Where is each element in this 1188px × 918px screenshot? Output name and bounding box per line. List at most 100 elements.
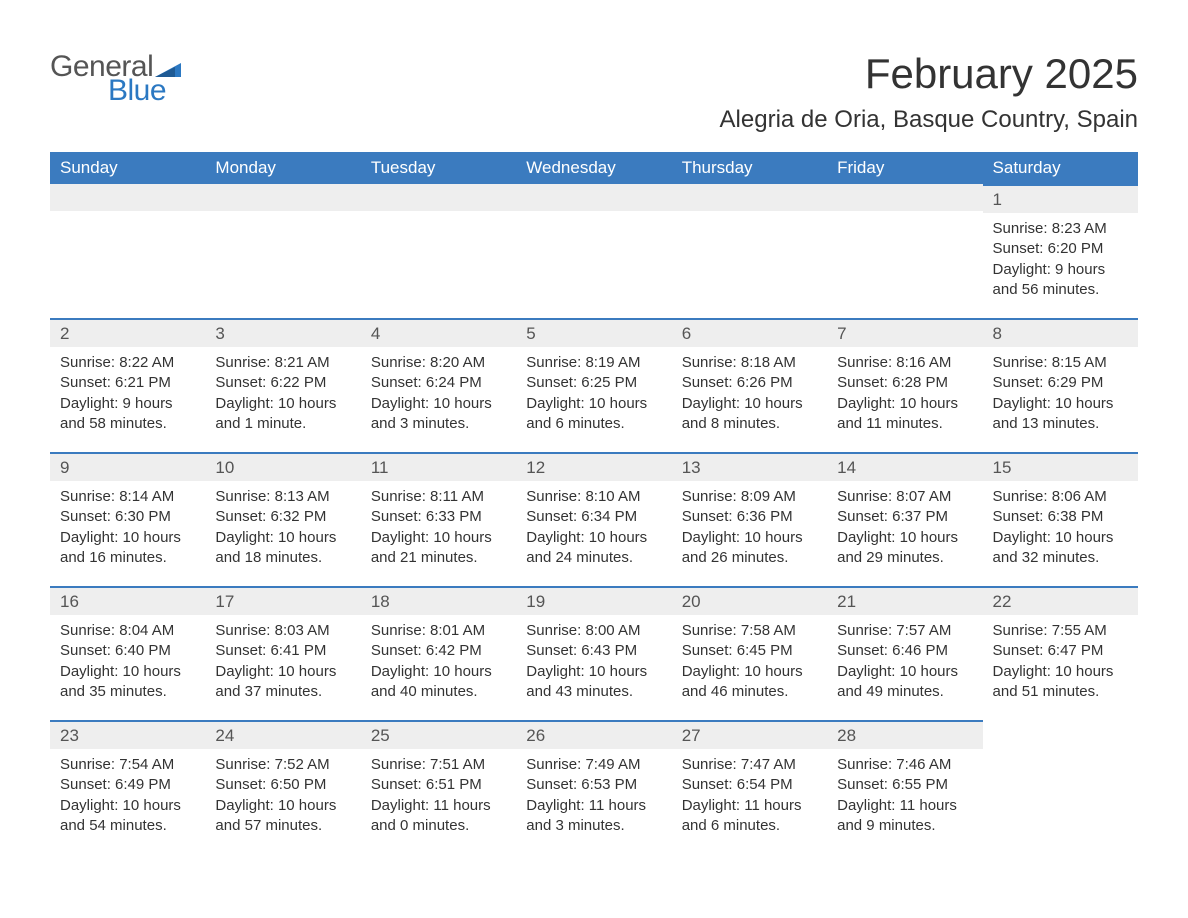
day-cell: 12 Sunrise: 8:10 AMSunset: 6:34 PMDayligh… [516, 452, 671, 586]
day-cell: 1 Sunrise: 8:23 AMSunset: 6:20 PMDaylight… [983, 184, 1138, 318]
day-number: 21 [827, 586, 982, 615]
day-number: 16 [50, 586, 205, 615]
day-number: 14 [827, 452, 982, 481]
day-details: Sunrise: 8:04 AMSunset: 6:40 PMDaylight:… [50, 621, 205, 702]
day-cell: 15 Sunrise: 8:06 AMSunset: 6:38 PMDayligh… [983, 452, 1138, 586]
day-number: 10 [205, 452, 360, 481]
day-number: 24 [205, 720, 360, 749]
day-cell [672, 184, 827, 318]
day-number: 17 [205, 586, 360, 615]
day-number: 3 [205, 318, 360, 347]
empty-day-header [205, 184, 360, 211]
day-number: 6 [672, 318, 827, 347]
day-cell: 9 Sunrise: 8:14 AMSunset: 6:30 PMDaylight… [50, 452, 205, 586]
day-number: 18 [361, 586, 516, 615]
day-cell: 11 Sunrise: 8:11 AMSunset: 6:33 PMDayligh… [361, 452, 516, 586]
day-details: Sunrise: 8:10 AMSunset: 6:34 PMDaylight:… [516, 487, 671, 568]
day-cell [205, 184, 360, 318]
day-details: Sunrise: 7:51 AMSunset: 6:51 PMDaylight:… [361, 755, 516, 836]
day-number: 7 [827, 318, 982, 347]
day-details: Sunrise: 8:21 AMSunset: 6:22 PMDaylight:… [205, 353, 360, 434]
day-details: Sunrise: 8:22 AMSunset: 6:21 PMDaylight:… [50, 353, 205, 434]
empty-day-header [361, 184, 516, 211]
day-cell: 24 Sunrise: 7:52 AMSunset: 6:50 PMDayligh… [205, 720, 360, 854]
day-cell [361, 184, 516, 318]
day-cell: 25 Sunrise: 7:51 AMSunset: 6:51 PMDayligh… [361, 720, 516, 854]
day-number: 22 [983, 586, 1138, 615]
day-number: 27 [672, 720, 827, 749]
day-number: 13 [672, 452, 827, 481]
day-cell: 27 Sunrise: 7:47 AMSunset: 6:54 PMDayligh… [672, 720, 827, 854]
weekday-header: Sunday [50, 152, 205, 184]
week-row: 2 Sunrise: 8:22 AMSunset: 6:21 PMDaylight… [50, 318, 1138, 452]
day-number: 26 [516, 720, 671, 749]
day-cell [516, 184, 671, 318]
logo: General Blue [50, 50, 181, 108]
day-cell: 18 Sunrise: 8:01 AMSunset: 6:42 PMDayligh… [361, 586, 516, 720]
day-cell: 21Sunrise: 7:57 AMSunset: 6:46 PMDayligh… [827, 586, 982, 720]
day-cell [983, 720, 1138, 854]
day-details: Sunrise: 8:11 AMSunset: 6:33 PMDaylight:… [361, 487, 516, 568]
empty-day-header [50, 184, 205, 211]
page-header: General Blue February 2025 Alegria de Or… [50, 50, 1138, 134]
day-number: 9 [50, 452, 205, 481]
day-number: 11 [361, 452, 516, 481]
day-number: 23 [50, 720, 205, 749]
calendar-table: SundayMondayTuesdayWednesdayThursdayFrid… [50, 152, 1138, 854]
empty-day-header [672, 184, 827, 211]
day-details: Sunrise: 7:54 AMSunset: 6:49 PMDaylight:… [50, 755, 205, 836]
day-cell: 10Sunrise: 8:13 AMSunset: 6:32 PMDayligh… [205, 452, 360, 586]
day-number: 25 [361, 720, 516, 749]
day-cell: 20Sunrise: 7:58 AMSunset: 6:45 PMDayligh… [672, 586, 827, 720]
empty-day-header [827, 184, 982, 211]
day-details: Sunrise: 8:14 AMSunset: 6:30 PMDaylight:… [50, 487, 205, 568]
day-number: 2 [50, 318, 205, 347]
day-cell: 13Sunrise: 8:09 AMSunset: 6:36 PMDayligh… [672, 452, 827, 586]
day-details: Sunrise: 8:03 AMSunset: 6:41 PMDaylight:… [205, 621, 360, 702]
day-number: 4 [361, 318, 516, 347]
day-cell: 7 Sunrise: 8:16 AMSunset: 6:28 PMDaylight… [827, 318, 982, 452]
day-cell: 4 Sunrise: 8:20 AMSunset: 6:24 PMDaylight… [361, 318, 516, 452]
empty-day-header [516, 184, 671, 211]
week-row: 16 Sunrise: 8:04 AMSunset: 6:40 PMDayligh… [50, 586, 1138, 720]
weekday-header: Friday [827, 152, 982, 184]
month-title: February 2025 [720, 50, 1138, 98]
day-cell: 14Sunrise: 8:07 AMSunset: 6:37 PMDayligh… [827, 452, 982, 586]
day-details: Sunrise: 7:46 AMSunset: 6:55 PMDaylight:… [827, 755, 982, 836]
day-number: 12 [516, 452, 671, 481]
day-cell: 8Sunrise: 8:15 AMSunset: 6:29 PMDaylight… [983, 318, 1138, 452]
weekday-header: Wednesday [516, 152, 671, 184]
weekday-header: Monday [205, 152, 360, 184]
day-number: 19 [516, 586, 671, 615]
day-details: Sunrise: 8:01 AMSunset: 6:42 PMDaylight:… [361, 621, 516, 702]
day-details: Sunrise: 7:47 AMSunset: 6:54 PMDaylight:… [672, 755, 827, 836]
week-row: 23 Sunrise: 7:54 AMSunset: 6:49 PMDayligh… [50, 720, 1138, 854]
day-cell: 6Sunrise: 8:18 AMSunset: 6:26 PMDaylight… [672, 318, 827, 452]
day-cell: 16 Sunrise: 8:04 AMSunset: 6:40 PMDayligh… [50, 586, 205, 720]
day-number: 1 [983, 184, 1138, 213]
day-details: Sunrise: 7:52 AMSunset: 6:50 PMDaylight:… [205, 755, 360, 836]
day-cell: 2 Sunrise: 8:22 AMSunset: 6:21 PMDaylight… [50, 318, 205, 452]
location-title: Alegria de Oria, Basque Country, Spain [720, 106, 1138, 134]
day-details: Sunrise: 8:06 AMSunset: 6:38 PMDaylight:… [983, 487, 1138, 568]
weekday-header: Tuesday [361, 152, 516, 184]
week-row: 9 Sunrise: 8:14 AMSunset: 6:30 PMDaylight… [50, 452, 1138, 586]
day-details: Sunrise: 8:16 AMSunset: 6:28 PMDaylight:… [827, 353, 982, 434]
day-details: Sunrise: 8:20 AMSunset: 6:24 PMDaylight:… [361, 353, 516, 434]
day-number: 8 [983, 318, 1138, 347]
day-details: Sunrise: 8:19 AMSunset: 6:25 PMDaylight:… [516, 353, 671, 434]
day-cell: 26Sunrise: 7:49 AMSunset: 6:53 PMDayligh… [516, 720, 671, 854]
day-number: 15 [983, 452, 1138, 481]
week-row: 1 Sunrise: 8:23 AMSunset: 6:20 PMDaylight… [50, 184, 1138, 318]
day-cell: 22Sunrise: 7:55 AMSunset: 6:47 PMDayligh… [983, 586, 1138, 720]
day-cell [50, 184, 205, 318]
day-cell: 17 Sunrise: 8:03 AMSunset: 6:41 PMDayligh… [205, 586, 360, 720]
day-details: Sunrise: 8:23 AMSunset: 6:20 PMDaylight:… [983, 219, 1138, 300]
day-cell: 5Sunrise: 8:19 AMSunset: 6:25 PMDaylight… [516, 318, 671, 452]
day-cell: 28 Sunrise: 7:46 AMSunset: 6:55 PMDayligh… [827, 720, 982, 854]
day-cell: 3 Sunrise: 8:21 AMSunset: 6:22 PMDaylight… [205, 318, 360, 452]
weekday-header: Saturday [983, 152, 1138, 184]
logo-text-blue: Blue [108, 74, 181, 108]
day-number: 28 [827, 720, 982, 749]
day-cell: 23 Sunrise: 7:54 AMSunset: 6:49 PMDayligh… [50, 720, 205, 854]
